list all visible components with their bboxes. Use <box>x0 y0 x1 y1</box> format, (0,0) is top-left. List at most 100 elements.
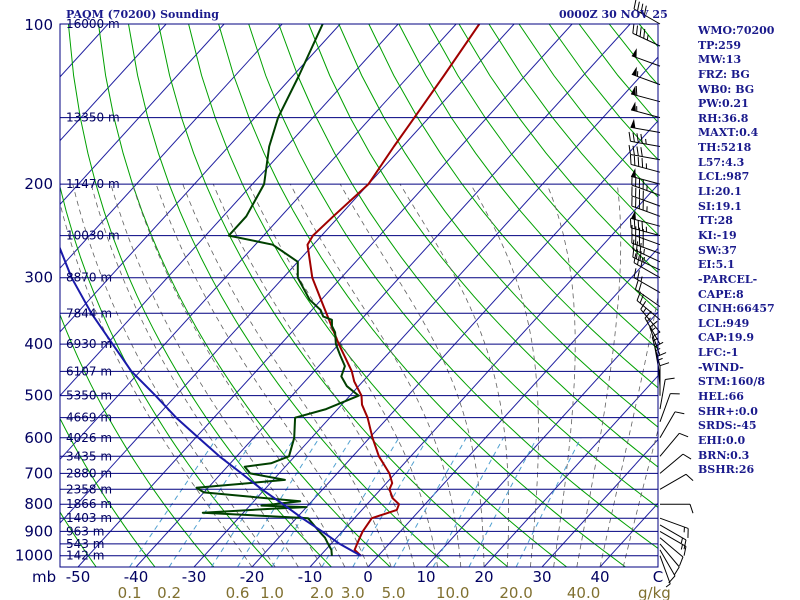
mixing-ratio-line <box>432 437 504 567</box>
mixing-ratio-line <box>168 437 256 567</box>
mixing-ratio-tick-label: 40.0 <box>567 584 600 600</box>
isotherm-line <box>60 24 457 461</box>
height-tick-label: 3435 m <box>66 449 112 463</box>
height-tick-label: 10030 m <box>66 229 120 243</box>
stat-item: -PARCEL- <box>698 272 758 286</box>
temperature-tick-label: 30 <box>532 568 551 586</box>
stat-item: TH:5218 <box>698 141 752 155</box>
pressure-tick-label: 400 <box>24 335 53 353</box>
dry-adiabat-line <box>60 511 97 567</box>
wind-barb <box>659 393 680 422</box>
wind-barb <box>659 543 680 576</box>
stat-item: SHR+:0.0 <box>698 404 758 418</box>
stat-item: PW:0.21 <box>698 97 749 111</box>
dry-adiabat-line <box>398 24 658 350</box>
dry-adiabat-line <box>368 24 658 389</box>
height-tick-label: 13350 m <box>66 111 120 125</box>
wind-barb <box>659 432 689 457</box>
wind-barb <box>659 537 684 566</box>
moist-adiabat-line <box>289 183 462 567</box>
dry-adiabat-line <box>98 24 391 567</box>
isotherm-line <box>60 24 515 524</box>
height-tick-label: 6107 m <box>66 364 112 378</box>
stat-item: EHI:0.0 <box>698 433 746 447</box>
indices-panel: WMO:70200 TP:259 MW:13 FRZ: BG WB0: BG PW:0.2… <box>698 24 798 478</box>
wind-barb <box>629 218 661 237</box>
pressure-tick-label: 1000 <box>15 547 53 565</box>
wind-barb <box>659 517 689 538</box>
wind-barb <box>631 48 661 67</box>
isotherm-line <box>60 24 225 206</box>
isotherm-line <box>0 24 50 567</box>
temperature-tick-label: 10 <box>416 568 435 586</box>
temperature-tick-label: -30 <box>182 568 207 586</box>
wind-barb <box>636 291 661 321</box>
station-title: PAQM (70200) Sounding <box>66 8 219 21</box>
wind-barb <box>659 377 675 410</box>
mixing-ratio-line <box>271 437 353 567</box>
wind-barb <box>659 524 687 550</box>
dry-adiabat-line <box>338 24 658 428</box>
isotherm-line <box>60 24 399 397</box>
dry-adiabat-line <box>248 24 658 549</box>
isotherm-line <box>425 311 658 567</box>
temperature-line <box>306 24 481 557</box>
pressure-tick-label: 700 <box>24 464 53 482</box>
moist-adiabat-line <box>339 183 485 567</box>
dry-adiabat-line <box>308 24 658 468</box>
height-tick-label: 11470 m <box>66 177 120 191</box>
pressure-tick-label: 600 <box>24 429 53 447</box>
stat-item: MAXT:0.4 <box>698 126 759 140</box>
isotherm-line <box>541 438 658 567</box>
mixing-ratio-line <box>210 437 296 567</box>
wind-barb <box>632 23 661 47</box>
mixing-ratio-line <box>237 437 320 567</box>
stat-item: CAPE:8 <box>698 287 744 301</box>
moist-adiabat-line <box>60 201 253 567</box>
plot-frame <box>59 23 659 568</box>
temperature-tick-label: 20 <box>474 568 493 586</box>
height-tick-label: 2880 m <box>66 466 112 480</box>
mixing-ratio-tick-label: 1.0 <box>260 584 284 600</box>
mixing-ratio-tick-label: 5.0 <box>382 584 406 600</box>
wind-barb <box>630 85 661 103</box>
stat-item: MW:13 <box>698 53 742 67</box>
wind-barb <box>628 145 661 161</box>
stat-item: HEL:66 <box>698 390 744 404</box>
dry-adiabat-line <box>128 24 450 567</box>
moist-adiabat-line <box>72 184 276 567</box>
pressure-tick-label: 500 <box>24 387 53 405</box>
stat-item: TP:259 <box>698 38 742 52</box>
stat-item: -WIND- <box>698 360 744 374</box>
mixing-ratio-tick-label: 0.6 <box>226 584 250 600</box>
stat-item: SI:19.1 <box>698 199 742 213</box>
stat-item: CINH:66457 <box>698 302 775 316</box>
height-tick-label: 963 m <box>66 524 104 538</box>
dry-adiabat-line <box>158 24 509 567</box>
wind-barb <box>633 268 661 294</box>
pressure-tick-label: 900 <box>24 522 53 540</box>
stat-item: WB0: BG <box>698 82 755 96</box>
wind-barb <box>659 362 670 396</box>
isotherm-line <box>135 24 631 567</box>
stat-item: EI:5.1 <box>698 258 735 272</box>
height-tick-label: 142 m <box>66 549 104 563</box>
wind-barb <box>660 503 694 514</box>
height-tick-label: 4026 m <box>66 431 112 445</box>
stat-item: RH:36.8 <box>698 111 749 125</box>
stat-item: L57:4.3 <box>698 155 745 169</box>
moist-adiabat-line <box>546 183 576 567</box>
moist-adiabat-line <box>155 183 369 567</box>
pressure-tick-label: 200 <box>24 175 53 193</box>
temperature-tick-label: -50 <box>66 568 91 586</box>
mixing-ratio-line <box>468 437 538 567</box>
stat-item: CAP:19.9 <box>698 331 755 345</box>
isotherm-line <box>60 24 283 269</box>
stat-item: KI:-19 <box>698 228 737 242</box>
moist-adiabat-line <box>399 183 509 567</box>
stat-item: FRZ: BG <box>698 67 750 81</box>
stat-item: BRN:0.3 <box>698 448 750 462</box>
moist-adiabat-line <box>110 183 322 567</box>
